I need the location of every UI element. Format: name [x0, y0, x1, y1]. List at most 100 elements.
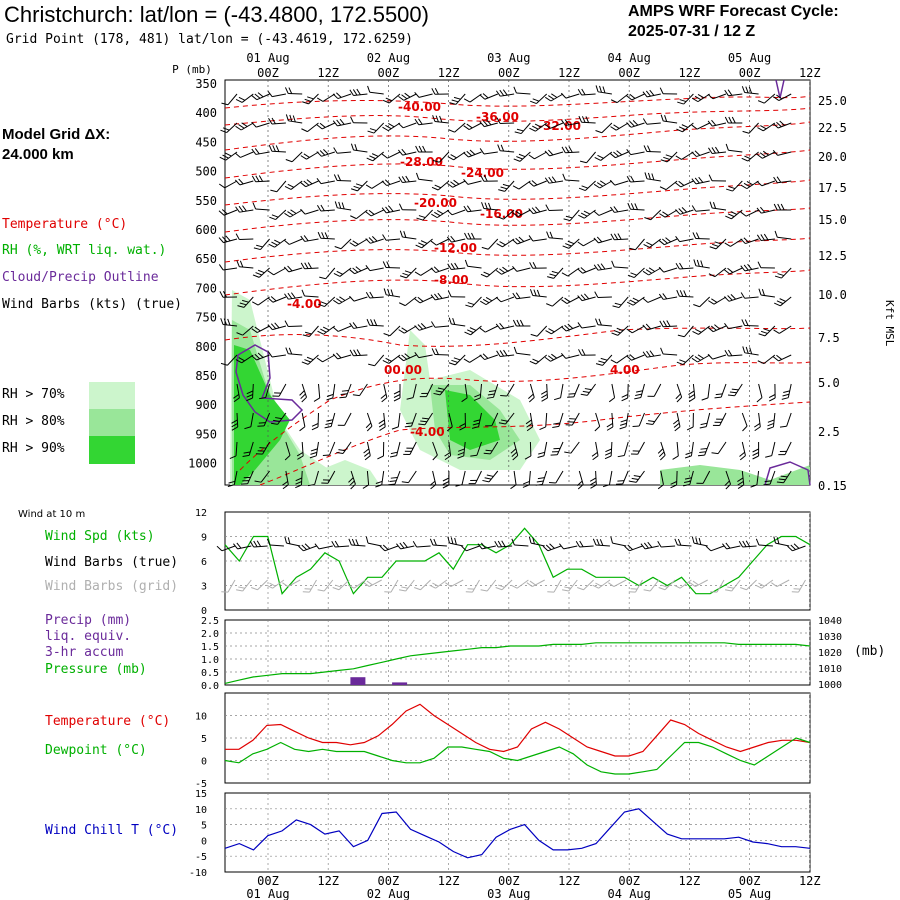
wind-barb — [442, 471, 450, 489]
wind-barb — [535, 470, 548, 486]
wind-barb — [561, 119, 580, 126]
wind-barb — [471, 412, 482, 429]
wind-barb — [446, 412, 453, 432]
wind-speed-tick: 3 — [201, 582, 207, 593]
wind-barb — [714, 383, 727, 399]
wind-barb — [578, 349, 596, 356]
wind-barb — [675, 236, 694, 243]
wind-barb — [282, 470, 289, 490]
wind-barb — [647, 383, 662, 397]
pressure-axis-label: P (mb) — [172, 63, 212, 76]
wind-barb — [594, 412, 601, 432]
wind-barb — [723, 294, 743, 302]
wind-barb — [448, 122, 466, 133]
wind-barb-grid — [495, 579, 513, 591]
wind-barb — [626, 120, 645, 128]
wind-barb — [608, 383, 616, 403]
wind-barb — [707, 324, 727, 333]
wind-barb — [231, 412, 239, 431]
wind-barb — [349, 88, 368, 96]
wind-panel-frame — [224, 511, 811, 611]
wind-barb — [285, 114, 303, 124]
wind-barb-grid — [725, 579, 741, 592]
wind-barb — [464, 259, 482, 269]
wind-barb — [617, 441, 629, 458]
wind-chill-tick: 15 — [195, 789, 207, 800]
temperature-tick: 10 — [195, 712, 207, 723]
wind-barb — [606, 412, 614, 431]
wind-barb — [219, 291, 238, 298]
wind-barb — [528, 151, 547, 160]
wind-barb — [595, 318, 612, 327]
wind-barb — [577, 267, 596, 274]
time-tick-label-top: 12Z — [679, 66, 701, 80]
wind-barb — [414, 352, 433, 359]
rh-shading-region — [234, 345, 290, 485]
wind-barb — [267, 91, 286, 98]
wind-barb — [724, 89, 743, 97]
wind-barb — [485, 412, 499, 427]
wind-barb — [235, 233, 254, 240]
wind-barb-true — [575, 540, 594, 548]
wind-barb — [220, 318, 238, 327]
wind-barb — [415, 238, 433, 249]
wind-barb — [333, 296, 352, 305]
precip-tick: 1.0 — [201, 655, 219, 666]
wind-barb — [316, 204, 335, 212]
wind-barb — [512, 209, 531, 218]
wind-barb — [643, 238, 662, 248]
time-tick-label-top: 00Z — [257, 66, 279, 80]
wind-barb — [758, 288, 775, 298]
height-axis-label: Kft MSL — [883, 300, 896, 347]
wind-barb — [675, 180, 694, 188]
wind-barb — [726, 180, 743, 192]
wind-barb — [742, 346, 759, 356]
wind-barb — [431, 88, 449, 95]
wind-barb-true — [787, 543, 806, 552]
wind-barb — [677, 325, 694, 338]
wind-barb — [737, 470, 745, 489]
precip-panel-frame — [224, 619, 811, 686]
wind-barb — [550, 441, 564, 456]
wind-barb — [778, 441, 792, 456]
wind-barb — [348, 470, 356, 490]
wind-barb — [537, 441, 548, 459]
height-tick-label: 22.5 — [818, 121, 847, 135]
wind-barb — [299, 383, 308, 403]
pressure-tick-label: 750 — [195, 311, 217, 325]
time-tick-label-bottom: 00Z — [739, 874, 761, 888]
time-tick-label-top: 00Z — [378, 66, 400, 80]
wind-barb — [725, 143, 743, 153]
wind-barb — [497, 209, 515, 220]
legend-wind-chill: Wind Chill T (°C) — [45, 823, 179, 838]
wind-barb — [691, 122, 710, 130]
time-tick-label-top: 00Z — [739, 66, 761, 80]
pressure-tick: 1020 — [818, 648, 842, 659]
wind-barb — [218, 209, 238, 216]
wind-barb — [739, 441, 746, 461]
wind-barb-grid — [577, 579, 594, 591]
precip-tick: 2.0 — [201, 629, 219, 640]
wind-barb — [319, 267, 336, 280]
page-title: Christchurch: lat/lon = (-43.4800, 172.5… — [4, 2, 429, 27]
wind-barb — [479, 148, 498, 155]
wind-barb — [429, 470, 437, 490]
wind-barb — [740, 292, 759, 299]
wind-barb — [763, 470, 776, 486]
wind-barb — [724, 470, 732, 490]
wind-barb — [692, 325, 711, 335]
legend-wind-speed: Wind Spd (kts) — [45, 529, 155, 544]
wind-barb — [235, 205, 254, 213]
wind-barb — [544, 149, 564, 157]
wind-barb-grid — [562, 579, 578, 592]
time-tick-label-top: 12Z — [317, 66, 339, 80]
wind-barb-true — [494, 540, 513, 548]
wind-barb — [691, 150, 710, 158]
temperature-contour-label: -4.00 — [287, 297, 322, 311]
wind-barb — [285, 347, 303, 356]
temperature-contour — [224, 269, 811, 296]
wind-barb — [610, 354, 629, 364]
wind-barb — [701, 383, 711, 401]
wind-barb — [316, 178, 335, 185]
wind-barb — [562, 238, 580, 249]
